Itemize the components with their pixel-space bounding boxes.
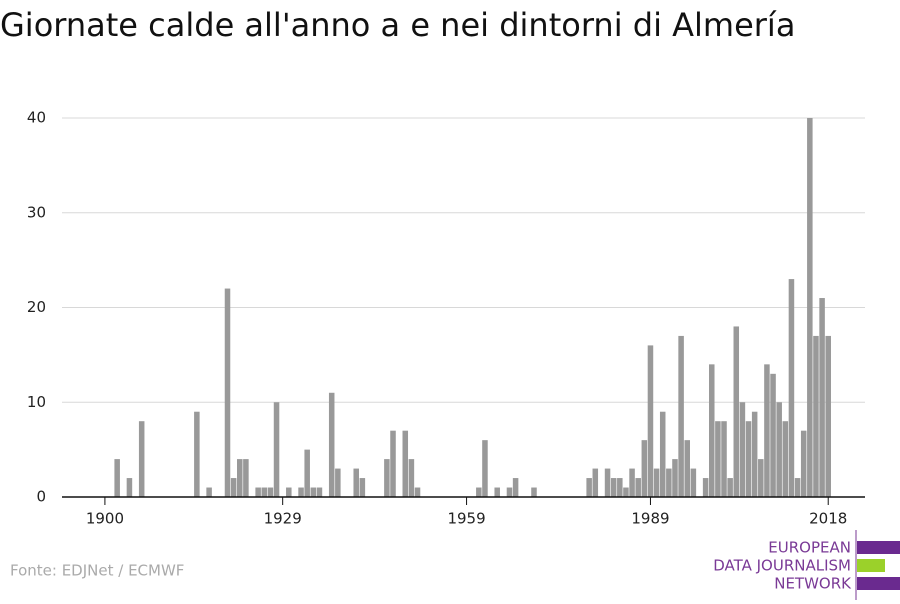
bar <box>604 468 611 497</box>
bar <box>764 364 770 497</box>
bar <box>819 298 825 497</box>
bar <box>384 459 390 497</box>
bar <box>506 487 513 497</box>
chart-title: Giornate calde all'anno a e nei dintorni… <box>0 6 795 44</box>
bar <box>194 411 200 497</box>
bar <box>531 487 537 497</box>
bar <box>243 459 249 497</box>
bar <box>286 487 292 497</box>
bar <box>751 411 758 497</box>
logo-bar <box>857 559 885 572</box>
bar <box>328 392 335 497</box>
bar <box>353 468 359 497</box>
bar <box>261 487 268 497</box>
y-tick-label: 30 <box>27 203 46 221</box>
bar <box>304 449 310 497</box>
bar <box>647 345 654 497</box>
bar <box>316 487 323 497</box>
y-tick-label: 10 <box>27 393 46 411</box>
bar <box>641 440 648 497</box>
x-tick-label: 2018 <box>809 510 847 528</box>
bar <box>708 364 715 497</box>
bar <box>782 421 789 497</box>
y-tick-label: 0 <box>36 488 46 506</box>
bar <box>310 487 317 497</box>
x-tick-label: 1959 <box>447 510 485 528</box>
bar <box>635 478 641 497</box>
bar <box>512 478 519 497</box>
bar <box>770 373 776 497</box>
bar <box>335 468 341 497</box>
bar <box>659 411 666 497</box>
bar <box>230 478 237 497</box>
bar <box>721 421 727 497</box>
bar <box>482 440 488 497</box>
bar <box>807 118 813 497</box>
bar <box>813 335 819 497</box>
bar <box>138 421 145 497</box>
bar <box>237 459 243 497</box>
bar <box>678 335 684 497</box>
logo-text: EUROPEAN <box>768 539 851 557</box>
bar <box>476 487 482 497</box>
x-tick-label: 1989 <box>631 510 669 528</box>
bar <box>825 335 831 497</box>
source: Fonte: EDJNet / ECMWF <box>10 562 184 580</box>
bar <box>794 478 801 497</box>
logo-bar <box>857 541 900 554</box>
bar <box>653 468 660 497</box>
bar <box>224 288 231 497</box>
logo-text: NETWORK <box>774 575 852 593</box>
bar <box>758 459 764 497</box>
x-tick-label: 1900 <box>86 510 124 528</box>
bar <box>408 459 415 497</box>
bar <box>126 478 133 497</box>
bar <box>739 402 746 497</box>
bar <box>733 326 740 497</box>
bar <box>267 487 274 497</box>
bar <box>359 478 366 497</box>
bar <box>702 478 709 497</box>
bar <box>298 487 304 497</box>
bar <box>610 478 617 497</box>
bar <box>629 468 635 497</box>
bar <box>617 478 623 497</box>
bar <box>414 487 421 497</box>
bar <box>206 487 212 497</box>
bar <box>715 421 721 497</box>
bar <box>114 459 120 497</box>
bar <box>586 478 592 497</box>
bar <box>666 468 672 497</box>
bar <box>690 468 697 497</box>
bar <box>672 459 678 497</box>
bar <box>727 478 733 497</box>
bar <box>788 279 795 497</box>
bar <box>255 487 261 497</box>
bar <box>776 402 782 497</box>
bar <box>684 440 690 497</box>
bar <box>592 468 599 497</box>
y-tick-label: 20 <box>27 298 46 316</box>
x-tick-label: 1929 <box>264 510 302 528</box>
bar <box>494 487 500 497</box>
bar <box>623 487 629 497</box>
logo-text: DATA JOURNALISM <box>713 557 851 575</box>
bar <box>402 430 409 497</box>
bar <box>390 430 396 497</box>
bar <box>745 421 752 497</box>
bar <box>273 402 280 497</box>
logo-bar <box>857 577 900 590</box>
y-tick-label: 40 <box>27 109 46 127</box>
bar <box>800 430 807 497</box>
